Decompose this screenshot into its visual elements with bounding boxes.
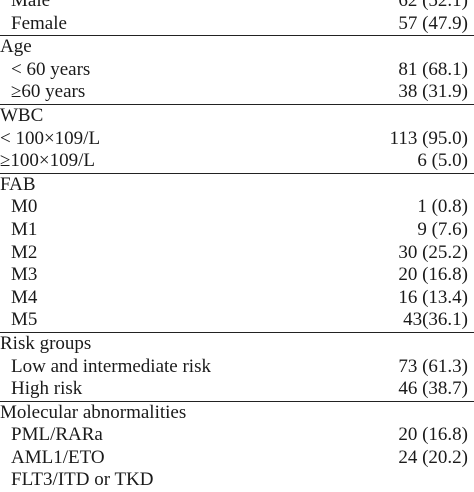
table-row: Female 57 (47.9)	[0, 13, 474, 36]
table-row: WBC	[0, 105, 474, 128]
row-label: Risk groups	[0, 332, 92, 354]
row-label: ≥60 years	[11, 81, 86, 103]
row-label: M4	[11, 286, 38, 308]
table-section: Male 62 (52.1) Female 57 (47.9)	[0, 0, 474, 35]
row-label: M5	[11, 309, 38, 331]
table-row: M2 30 (25.2)	[0, 242, 474, 265]
table-section: Risk groups Low and intermediate risk 73 (…	[0, 331, 474, 401]
table-row: < 100×109/L 113 (95.0)	[0, 128, 474, 151]
row-value: 24 (20.2)	[398, 446, 468, 468]
row-value: 9 (7.6)	[417, 218, 468, 240]
row-label: FLT3/ITD or TKD	[11, 469, 154, 491]
row-label: Female	[11, 12, 67, 34]
row-label: ≥100×109/L	[0, 150, 96, 172]
row-value: 16 (13.4)	[398, 286, 468, 308]
row-value: 1 (0.8)	[417, 196, 468, 218]
row-value: 57 (47.9)	[398, 12, 468, 34]
row-label: AML1/ETO	[11, 446, 105, 468]
table-row: M1 9 (7.6)	[0, 219, 474, 242]
row-label: < 100×109/L	[0, 127, 101, 149]
row-label: WBC	[0, 104, 44, 126]
row-value: 81 (68.1)	[398, 58, 468, 80]
row-value: 30 (25.2)	[398, 241, 468, 263]
table-row: M3 20 (16.8)	[0, 264, 474, 287]
table-row: M0 1 (0.8)	[0, 196, 474, 219]
row-label: < 60 years	[11, 58, 91, 80]
table-section: FAB M0 1 (0.8) M1 9 (7.6) M2 30 (25.2) M3 20 (16…	[0, 172, 474, 332]
table-row: M5 43(36.1)	[0, 309, 474, 332]
table-row: < 60 years 81 (68.1)	[0, 59, 474, 82]
table-row: Low and intermediate risk 73 (61.3)	[0, 356, 474, 379]
table-section: Molecular abnormalities PML/RARa 20 (16.8)…	[0, 400, 474, 492]
row-value: 6 (5.0)	[417, 150, 468, 172]
table-row: M4 16 (13.4)	[0, 287, 474, 310]
row-value: 20 (16.8)	[398, 424, 468, 446]
row-label: M0	[11, 196, 38, 218]
row-value: 46 (38.7)	[398, 378, 468, 400]
row-label: Male	[11, 0, 51, 11]
table-row: Risk groups	[0, 333, 474, 356]
table-row: FLT3/ITD or TKD	[0, 469, 474, 492]
row-label: M2	[11, 241, 38, 263]
table-row: ≥100×109/L 6 (5.0)	[0, 150, 474, 173]
row-value: 43(36.1)	[403, 309, 468, 331]
row-value: 113 (95.0)	[389, 127, 468, 149]
table-section: Age < 60 years 81 (68.1) ≥60 years 38 (31.9)	[0, 35, 474, 104]
row-label: PML/RARa	[11, 424, 103, 446]
row-value: 62 (52.1)	[398, 0, 468, 11]
row-label: Low and intermediate risk	[11, 355, 211, 377]
row-label: M1	[11, 218, 38, 240]
table-row: High risk 46 (38.7)	[0, 378, 474, 401]
table-row: AML1/ETO 24 (20.2)	[0, 447, 474, 470]
row-label: FAB	[0, 173, 36, 195]
table-row: PML/RARa 20 (16.8)	[0, 424, 474, 447]
row-label: M3	[11, 264, 38, 286]
row-label: Molecular abnormalities	[0, 401, 187, 423]
table-row: Age	[0, 36, 474, 59]
row-label: High risk	[11, 378, 83, 400]
table-row: Molecular abnormalities	[0, 402, 474, 425]
row-value: 20 (16.8)	[398, 264, 468, 286]
row-value: 38 (31.9)	[398, 81, 468, 103]
table-row: FAB	[0, 174, 474, 197]
table-row: ≥60 years 38 (31.9)	[0, 81, 474, 104]
table-row: Male 62 (52.1)	[0, 0, 474, 13]
row-label: Age	[0, 36, 32, 58]
table-section: WBC < 100×109/L 113 (95.0) ≥100×109/L 6 (5.0…	[0, 103, 474, 173]
row-value: 73 (61.3)	[398, 355, 468, 377]
